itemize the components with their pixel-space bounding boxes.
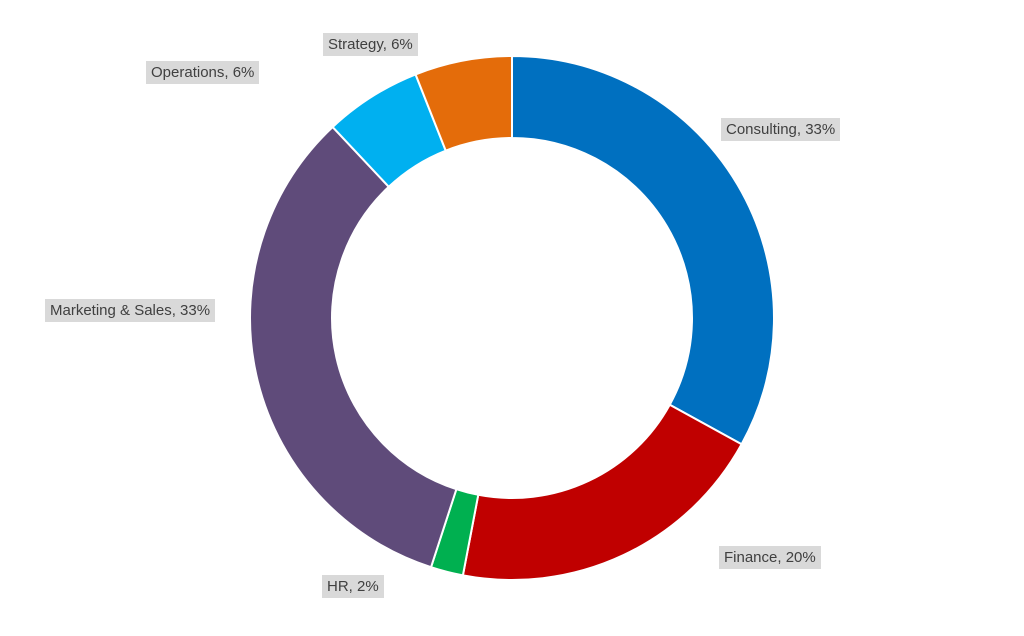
data-label-operations: Operations, 6% bbox=[146, 61, 260, 84]
data-label-marketing-sales: Marketing & Sales, 33% bbox=[45, 299, 216, 322]
data-label-strategy: Strategy, 6% bbox=[323, 33, 418, 56]
slice-consulting bbox=[511, 54, 775, 446]
data-label-hr: HR, 2% bbox=[322, 575, 384, 598]
data-label-finance: Finance, 20% bbox=[719, 546, 821, 569]
slice-strategy bbox=[414, 54, 513, 152]
data-label-consulting: Consulting, 33% bbox=[721, 118, 841, 141]
slice-finance bbox=[461, 403, 743, 581]
slice-marketing-sales bbox=[249, 125, 458, 569]
